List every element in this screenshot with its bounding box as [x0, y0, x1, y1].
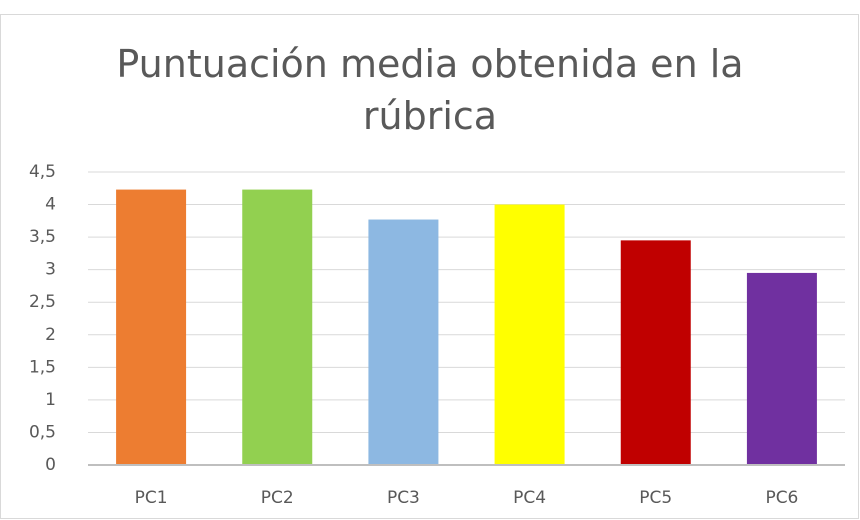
x-tick-label: PC6 — [765, 488, 798, 508]
y-tick-label: 1 — [45, 390, 56, 410]
x-tick-label: PC5 — [639, 488, 672, 508]
chart-border — [0, 14, 859, 519]
y-tick-label: 4 — [45, 195, 56, 215]
bar — [494, 204, 565, 466]
y-tick-label: 3 — [45, 260, 56, 280]
y-tick-label: 0,5 — [29, 422, 56, 442]
bar — [368, 219, 439, 465]
bar — [242, 189, 313, 465]
y-tick-label: 1,5 — [29, 357, 56, 377]
y-tick-label: 2 — [45, 325, 56, 345]
bar — [620, 240, 691, 465]
x-tick-label: PC4 — [513, 488, 546, 508]
bar — [116, 189, 187, 465]
bar — [746, 272, 817, 465]
y-tick-label: 2,5 — [29, 292, 56, 312]
chart-title: Puntuación media obtenida en la rúbrica — [116, 42, 744, 138]
x-tick-label: PC2 — [261, 488, 294, 508]
y-tick-label: 4,5 — [29, 162, 56, 182]
x-tick-label: PC3 — [387, 488, 420, 508]
x-tick-label: PC1 — [135, 488, 168, 508]
y-tick-label: 0 — [45, 455, 56, 475]
y-tick-label: 3,5 — [29, 227, 56, 247]
